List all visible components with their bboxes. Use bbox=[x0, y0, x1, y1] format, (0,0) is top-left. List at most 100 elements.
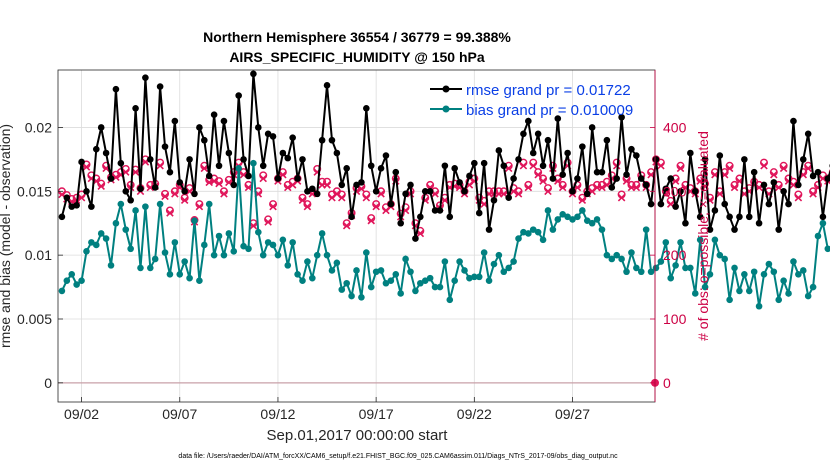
obs-evaluated-point bbox=[529, 162, 538, 170]
rmse-data-point bbox=[367, 162, 375, 170]
obs-evaluated-stroke bbox=[622, 177, 631, 185]
bias-data-point bbox=[186, 274, 193, 282]
rmse-data-point bbox=[637, 175, 645, 182]
bias-data-point bbox=[623, 268, 630, 276]
obs-evaluated-stroke bbox=[770, 170, 778, 179]
bias-data-point bbox=[780, 277, 787, 284]
chart-title: Northern Hemisphere 36554 / 36779 = 99.3… bbox=[203, 29, 511, 45]
bias-data-point bbox=[677, 239, 684, 246]
bias-data-point bbox=[407, 268, 414, 276]
rmse-data-point bbox=[304, 188, 311, 195]
obs-evaluated-stroke bbox=[598, 183, 606, 192]
obs-evaluated-stroke bbox=[244, 183, 253, 192]
rmse-data-point bbox=[691, 188, 699, 195]
bias-data-point bbox=[569, 216, 576, 223]
obs-evaluated-stroke bbox=[357, 184, 366, 193]
legend-marker-bias bbox=[442, 105, 450, 113]
rmse-data-point bbox=[456, 179, 463, 186]
bias-data-point bbox=[583, 217, 591, 224]
obs-evaluated-stroke bbox=[716, 190, 724, 198]
rmse-data-point bbox=[309, 185, 316, 193]
bias-data-point bbox=[657, 258, 665, 265]
rmse-data-point bbox=[279, 149, 287, 157]
obs-evaluated-stroke bbox=[760, 162, 768, 170]
bias-data-point bbox=[534, 228, 542, 236]
rmse-data-point bbox=[407, 181, 414, 189]
obs-evaluated-stroke bbox=[269, 202, 277, 211]
bias-data-point bbox=[318, 230, 326, 237]
rmse-data-point bbox=[112, 85, 120, 93]
rmse-data-point bbox=[593, 168, 601, 176]
bias-data-point bbox=[402, 255, 409, 263]
obs-evaluated-point bbox=[131, 168, 140, 176]
bias-data-point bbox=[716, 251, 724, 259]
bias-data-point bbox=[736, 287, 743, 295]
rmse-data-point bbox=[397, 219, 404, 227]
bias-data-point bbox=[608, 255, 616, 263]
bias-data-point bbox=[642, 226, 650, 233]
obs-evaluated-stroke bbox=[671, 177, 680, 185]
bias-data-point bbox=[672, 262, 679, 269]
rmse-data-point bbox=[461, 188, 468, 195]
bias-data-point bbox=[68, 271, 76, 278]
bias-data-point bbox=[299, 277, 306, 284]
bias-series-line bbox=[60, 163, 830, 307]
bias-data-point bbox=[132, 207, 139, 214]
bias-data-point bbox=[112, 219, 120, 227]
rmse-data-point bbox=[97, 124, 105, 131]
bias-data-point bbox=[431, 283, 439, 291]
bias-data-point bbox=[628, 249, 635, 256]
rmse-data-point bbox=[687, 149, 694, 157]
rmse-data-point bbox=[736, 213, 743, 221]
obs-evaluated-stroke bbox=[799, 170, 808, 179]
rmse-data-point bbox=[741, 156, 748, 163]
obs-evaluated-point bbox=[342, 222, 351, 230]
obs-evaluated-point bbox=[770, 170, 778, 179]
bias-data-point bbox=[613, 251, 621, 259]
bias-data-point bbox=[176, 271, 184, 278]
rmse-data-point bbox=[196, 124, 203, 131]
obs-evaluated-stroke bbox=[166, 209, 174, 217]
bias-data-point bbox=[201, 241, 208, 249]
rmse-data-point bbox=[667, 175, 675, 182]
obs-evaluated-point bbox=[180, 196, 189, 205]
rmse-data-point bbox=[402, 190, 409, 198]
bias-data-point bbox=[259, 251, 267, 259]
obs-evaluated-point bbox=[789, 181, 798, 189]
obs-evaluated-stroke bbox=[529, 162, 538, 170]
obs-evaluated-stroke bbox=[284, 183, 292, 192]
bias-data-point bbox=[142, 203, 149, 210]
obs-evaluated-stroke bbox=[603, 181, 611, 189]
obs-evaluated-stroke bbox=[225, 178, 233, 187]
rmse-data-point bbox=[127, 196, 134, 204]
obs-evaluated-stroke bbox=[82, 163, 91, 171]
bias-data-point bbox=[799, 267, 807, 274]
rmse-data-point bbox=[191, 190, 198, 198]
bias-data-point bbox=[790, 258, 797, 265]
obs-evaluated-stroke bbox=[156, 162, 164, 170]
bias-data-point bbox=[603, 251, 611, 259]
rmse-data-point bbox=[151, 184, 159, 191]
obs-evaluated-point bbox=[730, 183, 739, 192]
bias-data-point bbox=[785, 290, 792, 297]
obs-evaluated-stroke bbox=[534, 170, 542, 179]
bias-data-point bbox=[618, 255, 625, 263]
rmse-data-point bbox=[785, 200, 792, 208]
bias-data-point bbox=[78, 277, 85, 284]
obs-evaluated-stroke bbox=[632, 183, 641, 192]
bias-data-point bbox=[382, 279, 390, 287]
bias-data-point bbox=[461, 267, 468, 274]
rmse-data-point bbox=[485, 226, 493, 233]
obs-evaluated-point bbox=[372, 202, 380, 211]
rmse-data-point bbox=[554, 115, 562, 122]
rmse-data-point bbox=[78, 158, 85, 166]
rmse-data-point bbox=[284, 154, 292, 162]
rmse-data-point bbox=[745, 213, 753, 221]
legend-label-rmse: rmse grand pr = 0.01722 bbox=[466, 82, 631, 99]
rmse-data-point bbox=[657, 200, 665, 208]
x-tick-label: 09/02 bbox=[64, 406, 99, 422]
bias-data-point bbox=[515, 235, 522, 242]
bias-data-point bbox=[279, 236, 287, 244]
rmse-data-point bbox=[451, 165, 458, 172]
bias-data-point bbox=[284, 262, 292, 269]
